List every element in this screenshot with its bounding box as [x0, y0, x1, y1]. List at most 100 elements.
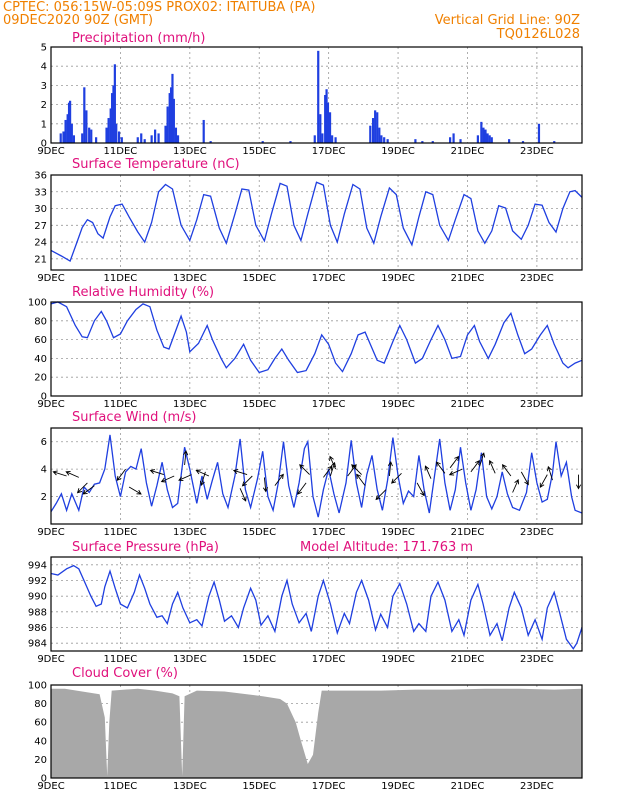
x-tick-label: 19DEC	[381, 273, 415, 284]
precip-bar	[105, 127, 108, 143]
precip-bar	[488, 135, 491, 143]
precip-bar	[115, 123, 118, 143]
x-tick-label: 17DEC	[312, 146, 346, 157]
precip-bar	[143, 139, 146, 143]
x-tick-label: 21DEC	[451, 399, 485, 410]
wind-arrow	[449, 455, 460, 469]
plot-frame	[50, 684, 583, 779]
precip-bar	[317, 50, 320, 144]
x-tick-label: 9DEC	[37, 527, 64, 538]
precipitation-panel: 0 1 2 3 4 5 9DEC 11DEC 13DEC 15DEC 17DEC 19DEC 21DEC…	[37, 43, 583, 157]
x-tick-label: 13DEC	[173, 273, 207, 284]
wind-arrow	[576, 474, 582, 490]
x-tick-label: 15DEC	[242, 399, 276, 410]
y-tick-label: 4	[41, 62, 47, 73]
precip-title: Precipitation (mm/h)	[72, 31, 205, 46]
y-tick-label: 60	[34, 335, 47, 346]
x-tick-label: 9DEC	[37, 781, 64, 792]
x-tick-label: 23DEC	[520, 527, 554, 538]
precip-bar	[459, 139, 462, 143]
precip-bar	[334, 137, 337, 143]
wind-curve	[50, 434, 583, 518]
wind-arrow	[76, 482, 88, 494]
precip-bar	[261, 141, 264, 143]
precip-bar	[378, 127, 381, 143]
model-code: TQ0126L028	[496, 27, 580, 42]
precip-bar	[480, 121, 483, 143]
plot-frame	[50, 174, 583, 271]
x-tick-label: 21DEC	[451, 273, 485, 284]
wind-arrow	[501, 464, 512, 477]
wind-arrow	[232, 469, 248, 476]
precip-bar	[171, 73, 174, 143]
wind-arrow	[183, 450, 189, 466]
y-tick-label: 3	[41, 81, 47, 92]
wind-arrow	[65, 470, 79, 478]
y-tick-label: 27	[34, 221, 47, 232]
precip-bar	[490, 137, 493, 143]
y-tick-label: 80	[34, 316, 47, 327]
y-tick-label: 100	[28, 681, 47, 692]
x-tick-label: 13DEC	[173, 399, 207, 410]
y-tick-label: 21	[34, 254, 47, 265]
precip-bar	[553, 141, 556, 143]
grid-line-info: Vertical Grid Line: 90Z	[435, 13, 580, 28]
y-tick-label: 990	[28, 592, 47, 603]
precip-bar	[324, 95, 327, 143]
y-tick-label: 24	[34, 238, 47, 249]
x-tick-label: 15DEC	[242, 781, 276, 792]
precip-bar	[95, 137, 98, 143]
humidity-panel: 0 20 40 60 80 100 9DEC 11DEC 13DEC 15DEC 17DEC 19DE…	[28, 298, 583, 410]
x-tick-label: 15DEC	[242, 527, 276, 538]
x-tick-label: 19DEC	[381, 399, 415, 410]
wind-arrow	[546, 465, 553, 481]
precip-bar	[88, 127, 91, 143]
y-tick-label: 6	[41, 437, 47, 448]
precip-bar	[109, 108, 112, 143]
wind-arrow	[323, 465, 333, 478]
x-tick-label: 9DEC	[37, 654, 64, 665]
y-tick-label: 0	[41, 774, 47, 785]
temperature-curve	[50, 181, 583, 263]
precip-bar	[202, 119, 205, 143]
wind-arrow	[470, 459, 480, 473]
run-date: 09DEC2020 90Z (GMT)	[3, 13, 153, 28]
wind-arrow	[274, 473, 284, 486]
plot-frame	[50, 427, 583, 525]
precip-bar	[172, 98, 175, 143]
precip-bar	[120, 137, 123, 143]
wind-arrow	[82, 485, 95, 495]
humidity-title: Relative Humidity (%)	[72, 285, 214, 300]
precip-bar	[68, 100, 72, 143]
x-tick-label: 23DEC	[520, 273, 554, 284]
x-tick-label: 19DEC	[381, 146, 415, 157]
precip-bar	[70, 123, 73, 143]
precip-bar	[369, 125, 372, 143]
y-tick-label: 994	[28, 560, 47, 571]
precip-bar	[209, 141, 212, 143]
precip-bar	[136, 137, 139, 143]
plot-frame	[50, 46, 583, 144]
wind-arrow	[479, 452, 486, 467]
x-tick-label: 15DEC	[242, 273, 276, 284]
x-tick-label: 11DEC	[104, 654, 138, 665]
model-altitude: Model Altitude: 171.763 m	[300, 540, 473, 555]
y-tick-label: 0	[41, 139, 47, 150]
precip-bar	[150, 135, 153, 143]
wind-arrow	[424, 465, 432, 479]
wind-arrow	[520, 471, 529, 486]
precip-bar	[383, 137, 386, 143]
y-tick-label: 1	[41, 119, 47, 130]
x-tick-label: 23DEC	[520, 781, 554, 792]
x-tick-label: 23DEC	[520, 146, 554, 157]
y-tick-label: 20	[34, 755, 47, 766]
wind-arrow	[539, 474, 548, 489]
y-tick-label: 100	[28, 298, 47, 309]
wind-arrow	[160, 475, 175, 483]
x-tick-label: 11DEC	[104, 273, 138, 284]
precip-bar	[64, 119, 67, 143]
station-line: CPTEC: 056:15W-05:09S PROX02: ITAITUBA (…	[3, 0, 315, 15]
humidity-curve	[50, 301, 583, 374]
x-tick-label: 21DEC	[451, 527, 485, 538]
